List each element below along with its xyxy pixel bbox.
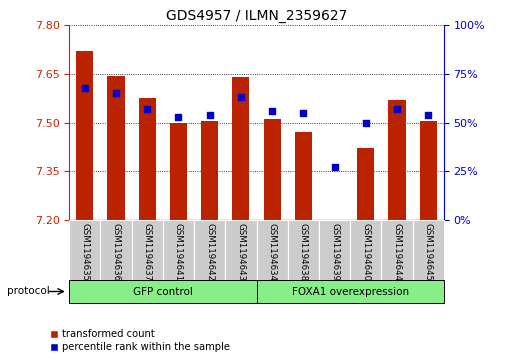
Text: GSM1194635: GSM1194635 xyxy=(81,223,89,281)
Point xyxy=(362,119,370,125)
Bar xyxy=(388,100,405,220)
Text: GSM1194636: GSM1194636 xyxy=(111,223,121,281)
Bar xyxy=(381,220,412,281)
Text: GSM1194641: GSM1194641 xyxy=(174,223,183,281)
Point xyxy=(112,90,120,96)
Bar xyxy=(201,121,218,220)
Point xyxy=(299,110,307,116)
Bar xyxy=(256,220,288,281)
Text: GSM1194637: GSM1194637 xyxy=(143,223,152,281)
Text: GDS4957 / ILMN_2359627: GDS4957 / ILMN_2359627 xyxy=(166,9,347,23)
Legend: transformed count, percentile rank within the sample: transformed count, percentile rank withi… xyxy=(46,325,234,356)
Text: FOXA1 overexpression: FOXA1 overexpression xyxy=(291,287,409,297)
Bar xyxy=(139,98,156,220)
Bar xyxy=(420,121,437,220)
Bar xyxy=(101,220,132,281)
Bar xyxy=(295,132,312,220)
Bar xyxy=(412,220,444,281)
Text: GSM1194644: GSM1194644 xyxy=(392,223,402,281)
Bar xyxy=(319,220,350,281)
Bar xyxy=(256,280,444,303)
Text: GSM1194639: GSM1194639 xyxy=(330,223,339,281)
Point xyxy=(237,94,245,100)
Bar xyxy=(232,77,249,220)
Bar xyxy=(108,76,125,220)
Text: GSM1194643: GSM1194643 xyxy=(236,223,245,281)
Text: GSM1194638: GSM1194638 xyxy=(299,223,308,281)
Point xyxy=(393,106,401,112)
Bar xyxy=(76,51,93,220)
Bar xyxy=(225,220,256,281)
Text: GFP control: GFP control xyxy=(133,287,193,297)
Bar xyxy=(69,220,101,281)
Text: protocol: protocol xyxy=(7,286,49,297)
Point xyxy=(81,85,89,90)
Point xyxy=(424,112,432,118)
Bar xyxy=(288,220,319,281)
Text: GSM1194642: GSM1194642 xyxy=(205,223,214,281)
Point xyxy=(174,114,183,119)
Text: GSM1194640: GSM1194640 xyxy=(361,223,370,281)
Point xyxy=(206,112,214,118)
Bar xyxy=(69,280,256,303)
Bar xyxy=(163,220,194,281)
Bar xyxy=(264,119,281,220)
Bar xyxy=(194,220,225,281)
Point xyxy=(143,106,151,112)
Text: GSM1194645: GSM1194645 xyxy=(424,223,432,281)
Point xyxy=(268,108,276,114)
Bar xyxy=(170,122,187,220)
Text: GSM1194634: GSM1194634 xyxy=(268,223,277,281)
Bar xyxy=(357,148,374,220)
Bar xyxy=(350,220,381,281)
Bar xyxy=(132,220,163,281)
Point xyxy=(330,164,339,170)
